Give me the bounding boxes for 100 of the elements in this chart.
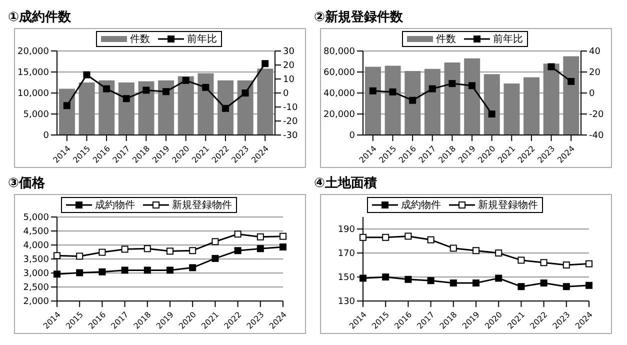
y2-tick-label: 20	[589, 68, 601, 78]
legend-label: 件数	[130, 33, 150, 46]
y-tick-label: 10,000	[18, 89, 50, 100]
point	[586, 282, 592, 289]
bar	[524, 77, 540, 135]
bar	[58, 88, 75, 135]
point	[450, 244, 457, 252]
bar	[404, 70, 421, 135]
point	[142, 86, 150, 94]
point	[472, 280, 480, 286]
y2-tick-label: -10	[283, 103, 298, 114]
bar	[257, 68, 274, 135]
bar	[384, 66, 401, 135]
point	[360, 234, 366, 241]
point	[404, 232, 412, 240]
y2-tick-label: -40	[589, 131, 604, 142]
point	[427, 236, 434, 244]
point	[382, 234, 390, 241]
bar	[218, 80, 234, 135]
bar	[504, 84, 520, 135]
point	[222, 104, 229, 112]
point	[121, 266, 128, 274]
point	[76, 252, 84, 260]
bar	[464, 58, 480, 135]
bar	[364, 66, 381, 135]
point	[189, 264, 196, 272]
point	[495, 274, 502, 282]
y2-tick-label: 20	[283, 61, 295, 72]
point	[518, 283, 525, 290]
y-tick-label: 190	[338, 225, 356, 236]
y-tick-label: 20,000	[324, 110, 356, 120]
y-tick-label: 5,000	[23, 213, 50, 224]
y2-tick-label: -30	[283, 131, 298, 142]
point	[54, 270, 60, 278]
point	[212, 254, 219, 262]
y2-tick-label: 40	[589, 47, 601, 58]
point	[256, 245, 264, 252]
bar	[198, 73, 214, 135]
legend-label: 成約物件	[401, 198, 441, 212]
point	[409, 96, 416, 104]
legend-label: 新規登録物件	[478, 198, 538, 212]
point	[202, 84, 210, 91]
chart-title: ④土地面積	[314, 175, 378, 193]
y2-tick-label: -20	[283, 117, 298, 128]
point	[121, 246, 128, 253]
point	[189, 247, 196, 254]
y-tick-label: 4,000	[23, 241, 50, 252]
point	[242, 90, 249, 96]
legend-label: 前年比	[187, 32, 217, 46]
bar	[444, 62, 460, 135]
point	[98, 248, 106, 256]
y-tick-label: 0	[349, 131, 356, 142]
chart-title: ③価格	[8, 175, 46, 193]
point	[448, 80, 456, 88]
point	[389, 88, 396, 96]
point	[234, 247, 242, 254]
point	[162, 88, 170, 96]
point	[427, 277, 434, 284]
bar	[98, 80, 115, 135]
legend-label: 成約物件	[95, 198, 135, 212]
y-tick-label: 5,000	[23, 110, 50, 120]
point	[562, 283, 570, 290]
point	[182, 76, 190, 84]
bar	[563, 56, 580, 135]
point	[98, 268, 106, 276]
y2-tick-label: 10	[283, 75, 295, 86]
point	[144, 245, 151, 252]
point	[540, 280, 548, 286]
point	[280, 243, 286, 250]
y-tick-label: 20,000	[18, 47, 50, 58]
bar	[484, 74, 500, 135]
point	[468, 82, 476, 90]
point	[369, 87, 376, 94]
legend-label: 件数	[436, 33, 456, 46]
y-tick-label: 130	[338, 297, 356, 308]
point	[548, 63, 555, 70]
y2-tick-label: 0	[283, 89, 289, 100]
point	[495, 250, 502, 256]
point	[212, 238, 219, 246]
point	[488, 110, 496, 118]
point	[122, 95, 130, 102]
point	[166, 248, 174, 255]
point	[63, 102, 70, 110]
y-tick-label: 4,500	[23, 227, 50, 238]
y-tick-label: 0	[43, 131, 50, 142]
y-tick-label: 2,000	[23, 297, 50, 308]
y-tick-label: 40,000	[324, 89, 356, 100]
y-tick-label: 3,500	[23, 255, 50, 266]
point	[76, 269, 84, 276]
point	[256, 233, 264, 240]
bar	[424, 68, 440, 135]
legend-label: 新規登録物件	[172, 198, 232, 212]
chart-title: ①成約件数	[8, 9, 72, 27]
bar	[237, 80, 254, 135]
point	[360, 274, 366, 282]
y2-tick-label: 0	[589, 89, 595, 100]
y2-tick-label: 30	[283, 47, 295, 58]
bar	[78, 82, 95, 135]
y-tick-label: 150	[338, 273, 356, 284]
point	[404, 276, 412, 283]
